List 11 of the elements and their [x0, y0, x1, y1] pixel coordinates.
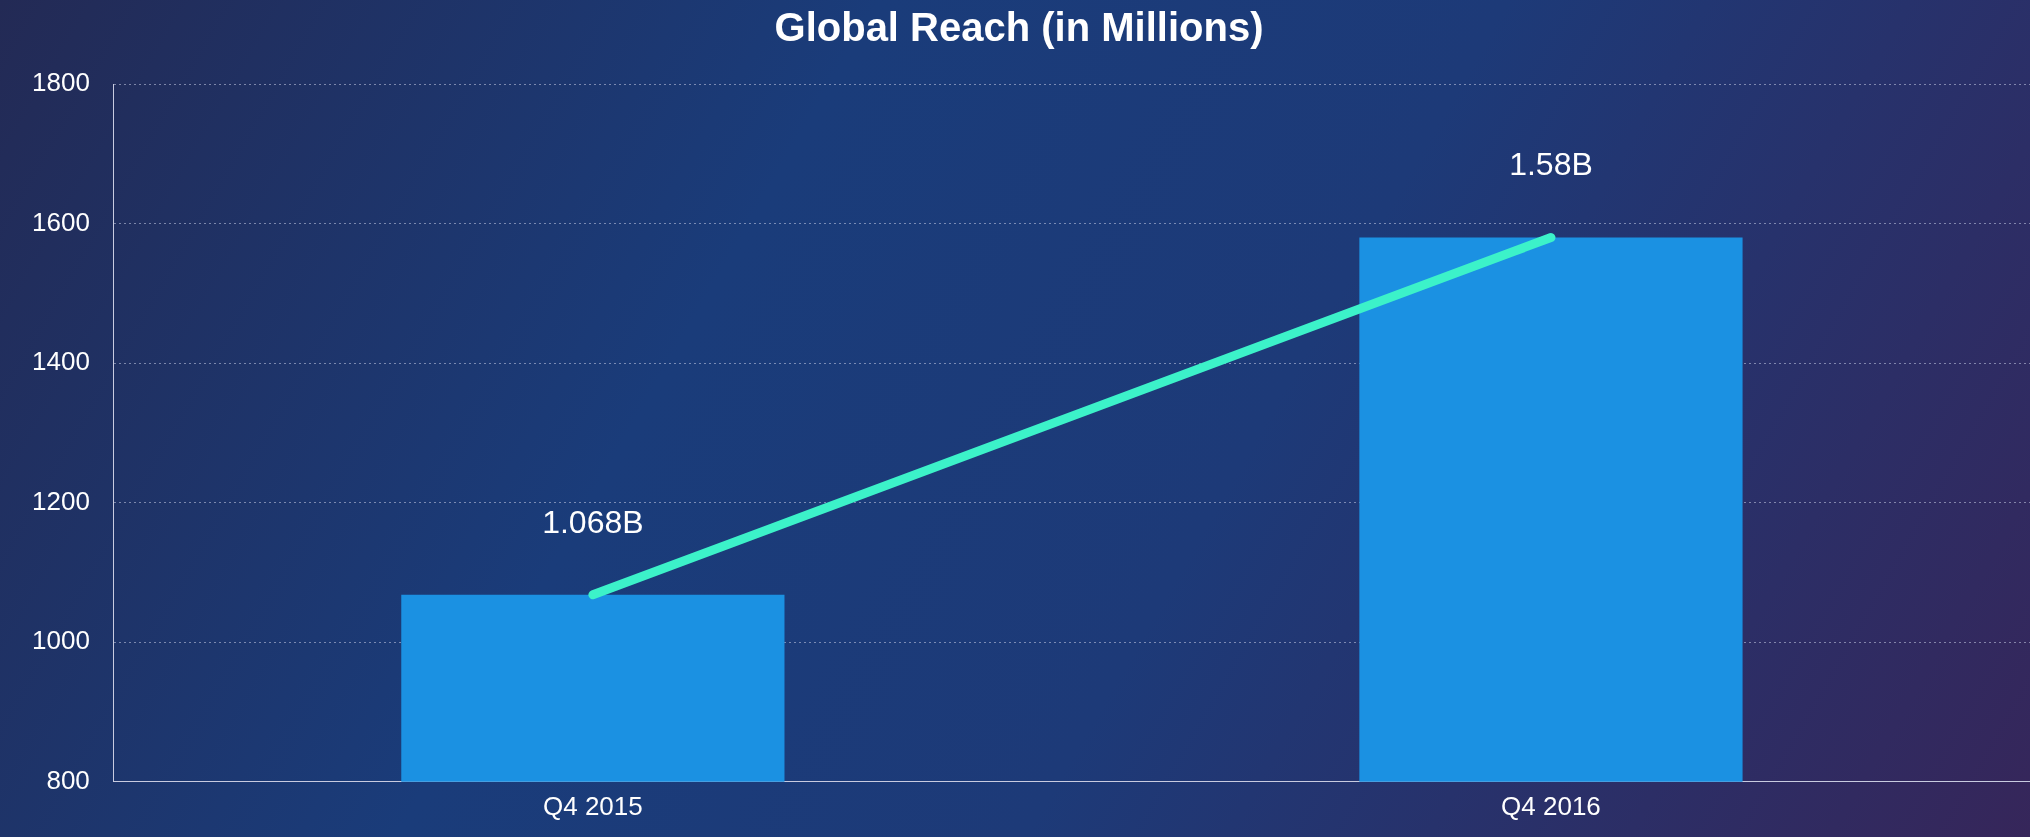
- y-tick-label: 800: [46, 764, 90, 795]
- chart-title: Global Reach (in Millions): [774, 5, 1264, 50]
- y-tick-label: 1000: [32, 625, 90, 656]
- x-tick-label: Q4 2016: [1501, 790, 1601, 821]
- x-tick-label: Q4 2015: [543, 790, 643, 821]
- y-tick-label: 1800: [32, 67, 90, 98]
- annotation: 1.068B: [542, 503, 644, 540]
- y-tick-label: 1400: [32, 346, 90, 377]
- y-tick-label: 1600: [32, 206, 90, 237]
- annotation: 1.58B: [1509, 146, 1593, 183]
- y-tick-label: 1200: [32, 485, 90, 516]
